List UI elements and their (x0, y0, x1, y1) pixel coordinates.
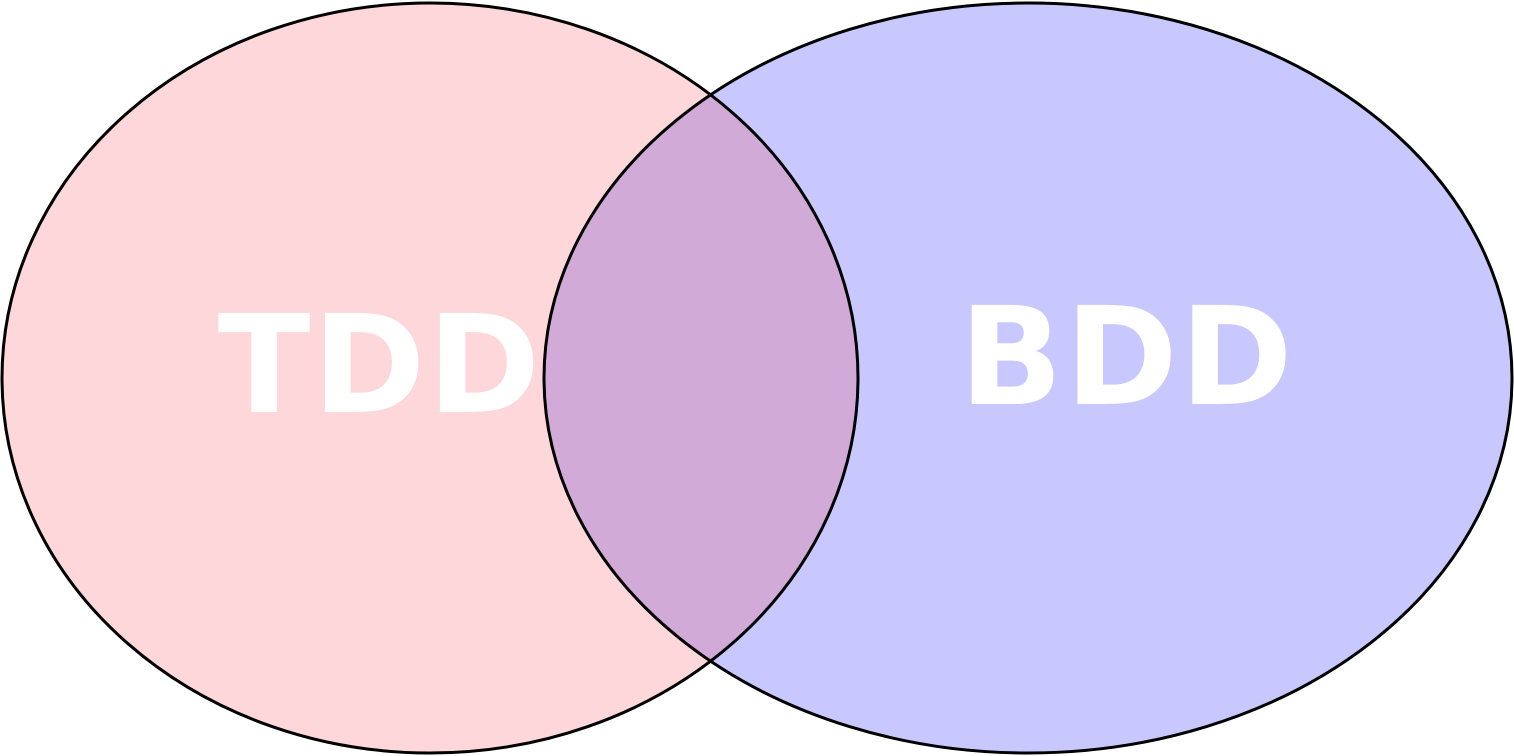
bdd-set-outline (542, 1, 1514, 755)
intersection-region (544, 3, 858, 753)
bdd-label: BDD (959, 279, 1294, 437)
tdd-set-outline (0, 1, 860, 755)
tdd-label: TDD (218, 287, 543, 445)
